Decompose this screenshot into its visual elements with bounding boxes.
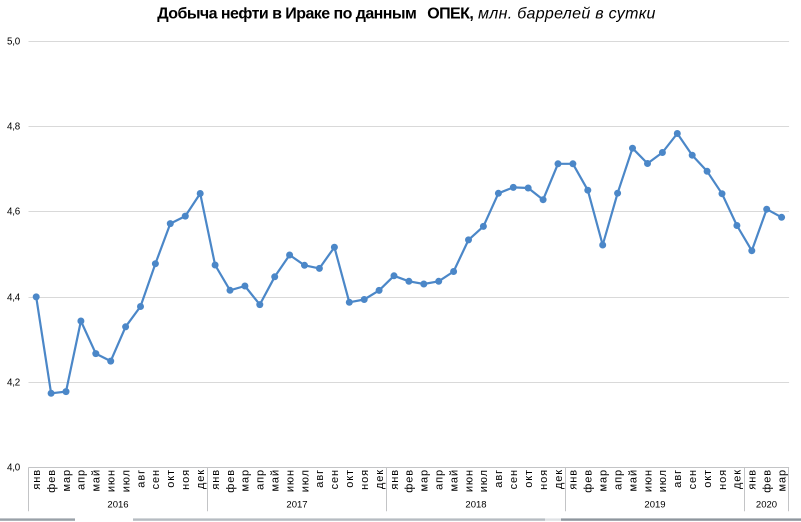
svg-text:янв: янв (31, 469, 43, 490)
svg-text:авг: авг (493, 469, 505, 488)
svg-text:4,8: 4,8 (7, 122, 21, 133)
svg-text:июл: июл (299, 469, 311, 492)
svg-text:окт: окт (165, 469, 177, 488)
svg-text:фев: фев (583, 469, 595, 493)
svg-text:сен: сен (508, 469, 520, 489)
svg-text:май: май (270, 469, 282, 492)
svg-text:июн: июн (463, 469, 475, 492)
svg-text:апр: апр (612, 469, 624, 490)
svg-text:2016: 2016 (107, 500, 128, 511)
svg-text:мар: мар (598, 469, 610, 492)
svg-text:4,0: 4,0 (7, 463, 21, 474)
svg-text:апр: апр (434, 469, 446, 490)
svg-text:май: май (627, 469, 639, 492)
svg-text:мар: мар (419, 469, 431, 492)
svg-text:сен: сен (150, 469, 162, 489)
svg-text:фев: фев (46, 469, 58, 493)
svg-text:май: май (448, 469, 460, 492)
svg-text:окт: окт (702, 469, 714, 488)
svg-text:окт: окт (344, 469, 356, 488)
svg-text:апр: апр (255, 469, 267, 490)
svg-text:окт: окт (523, 469, 535, 488)
svg-text:4,2: 4,2 (7, 378, 20, 389)
svg-text:4,6: 4,6 (7, 207, 21, 218)
svg-text:ноя: ноя (359, 469, 371, 490)
svg-text:2018: 2018 (465, 500, 486, 511)
svg-text:июл: июл (657, 469, 669, 492)
svg-text:янв: янв (389, 469, 401, 490)
svg-text:сен: сен (687, 469, 699, 489)
svg-text:дек: дек (553, 469, 565, 489)
svg-text:фев: фев (225, 469, 237, 493)
svg-text:авг: авг (672, 469, 684, 488)
svg-text:мар: мар (776, 469, 788, 492)
svg-text:ноя: ноя (180, 469, 192, 490)
svg-text:июл: июл (120, 469, 132, 492)
svg-text:июл: июл (478, 469, 490, 492)
svg-text:дек: дек (195, 469, 207, 489)
svg-text:май: май (91, 469, 103, 492)
svg-text:4,4: 4,4 (7, 293, 21, 304)
svg-text:фев: фев (404, 469, 416, 493)
svg-text:янв: янв (747, 469, 759, 490)
svg-text:авг: авг (135, 469, 147, 488)
svg-text:июн: июн (642, 469, 654, 492)
svg-text:фев: фев (762, 469, 774, 493)
svg-text:ноя: ноя (717, 469, 729, 490)
svg-text:дек: дек (732, 469, 744, 489)
svg-text:июн: июн (106, 469, 118, 492)
svg-text:янв: янв (568, 469, 580, 490)
svg-text:дек: дек (374, 469, 386, 489)
svg-text:2017: 2017 (286, 500, 307, 511)
svg-text:янв: янв (210, 469, 222, 490)
svg-text:апр: апр (76, 469, 88, 490)
svg-text:Добыча нефти в Ираке по данным: Добыча нефти в Ираке по данным ОПЕК, млн… (157, 6, 656, 23)
svg-text:2019: 2019 (644, 500, 665, 511)
svg-text:сен: сен (329, 469, 341, 489)
svg-text:ноя: ноя (538, 469, 550, 490)
svg-text:июн: июн (284, 469, 296, 492)
svg-text:2020: 2020 (756, 500, 777, 511)
svg-text:5,0: 5,0 (7, 37, 21, 48)
svg-text:мар: мар (61, 469, 73, 492)
svg-text:мар: мар (240, 469, 252, 492)
svg-text:авг: авг (314, 469, 326, 488)
